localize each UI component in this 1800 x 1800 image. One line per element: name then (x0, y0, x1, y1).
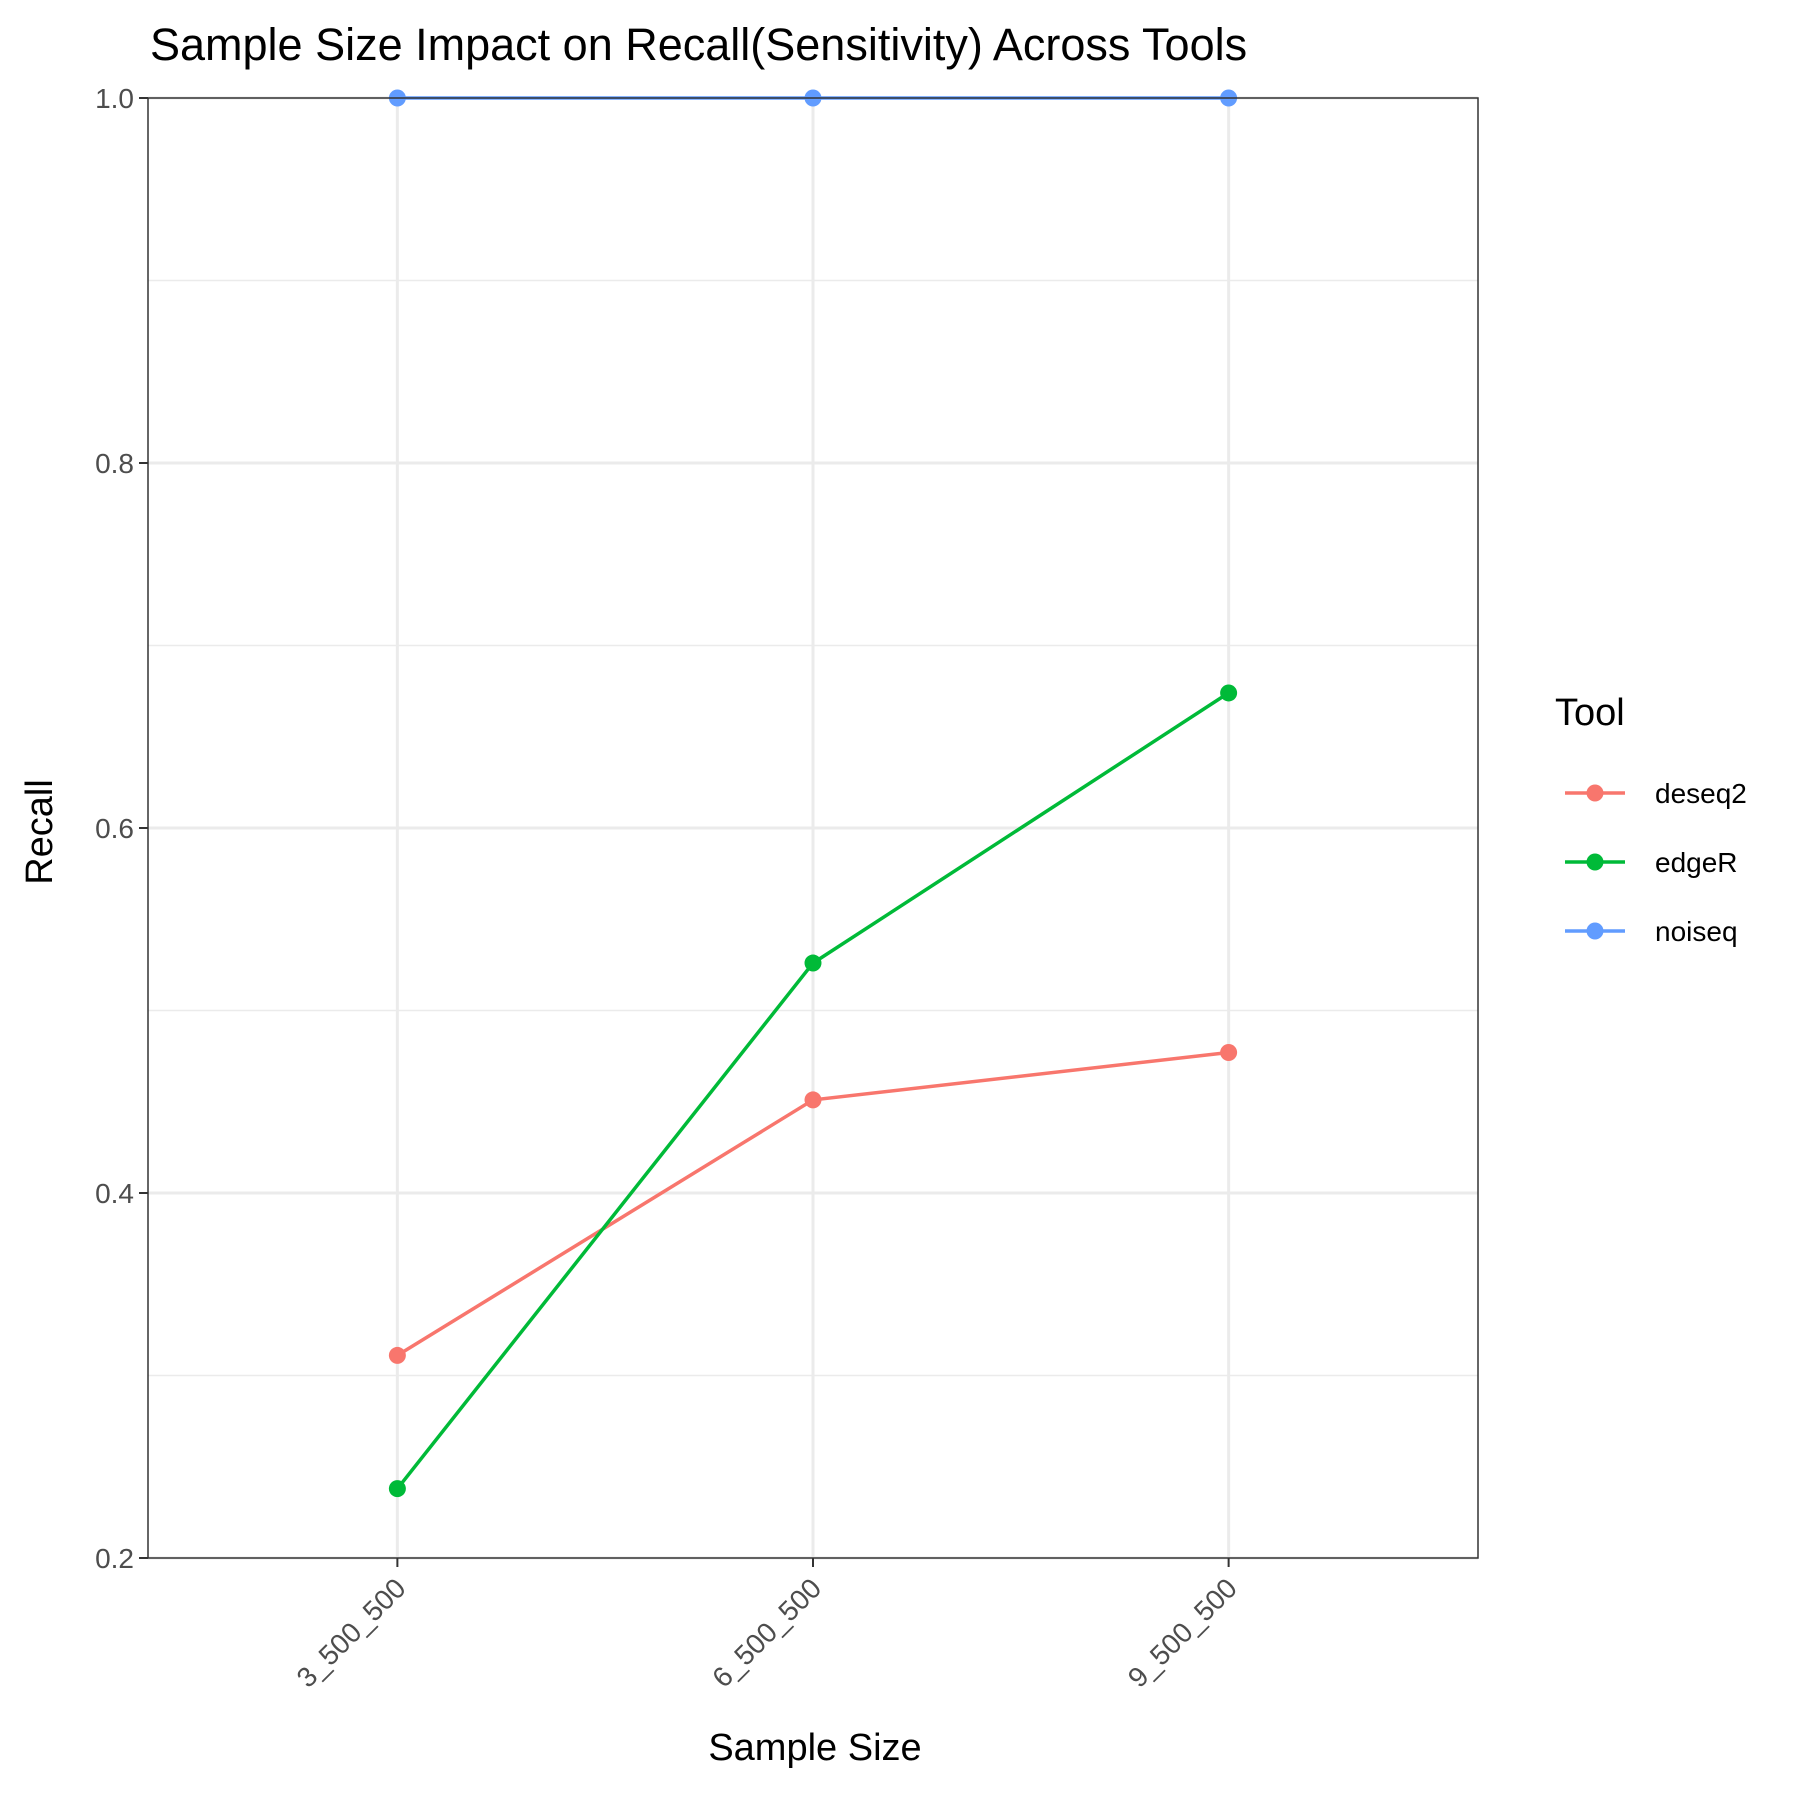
legend: Tool deseq2 edgeR noiseq (1555, 692, 1747, 947)
y-tick-label: 0.8 (95, 448, 134, 479)
legend-label-deseq2: deseq2 (1655, 778, 1747, 809)
legend-key-point-noiseq (1586, 922, 1604, 940)
x-axis-title: Sample Size (708, 1727, 921, 1769)
y-axis: 0.2 0.4 0.6 0.8 1.0 (95, 83, 148, 1574)
y-tick-label: 0.6 (95, 813, 134, 844)
legend-label-noiseq: noiseq (1655, 916, 1738, 947)
legend-key-point-deseq2 (1586, 784, 1604, 802)
data-point-deseq2 (804, 1091, 822, 1109)
legend-key-point-edgeR (1586, 853, 1604, 871)
chart-title: Sample Size Impact on Recall(Sensitivity… (150, 19, 1247, 70)
y-tick-label: 0.2 (95, 1543, 134, 1574)
data-point-deseq2 (1220, 1043, 1238, 1061)
x-axis: 3_500_500 6_500_500 9_500_500 (291, 1558, 1243, 1693)
data-point-edgeR (804, 954, 822, 972)
y-tick-label: 1.0 (95, 83, 134, 114)
y-tick-label: 0.4 (95, 1178, 134, 1209)
x-tick-label: 6_500_500 (706, 1572, 827, 1693)
legend-label-edgeR: edgeR (1655, 847, 1738, 878)
data-point-deseq2 (388, 1346, 406, 1364)
x-tick-label: 3_500_500 (291, 1572, 412, 1693)
data-point-edgeR (1220, 684, 1238, 702)
legend-title: Tool (1555, 692, 1625, 734)
x-tick-label: 9_500_500 (1122, 1572, 1243, 1693)
grid-lines (148, 96, 1478, 1560)
y-axis-title: Recall (19, 779, 61, 885)
series-points (388, 89, 1238, 1498)
data-point-edgeR (388, 1480, 406, 1498)
